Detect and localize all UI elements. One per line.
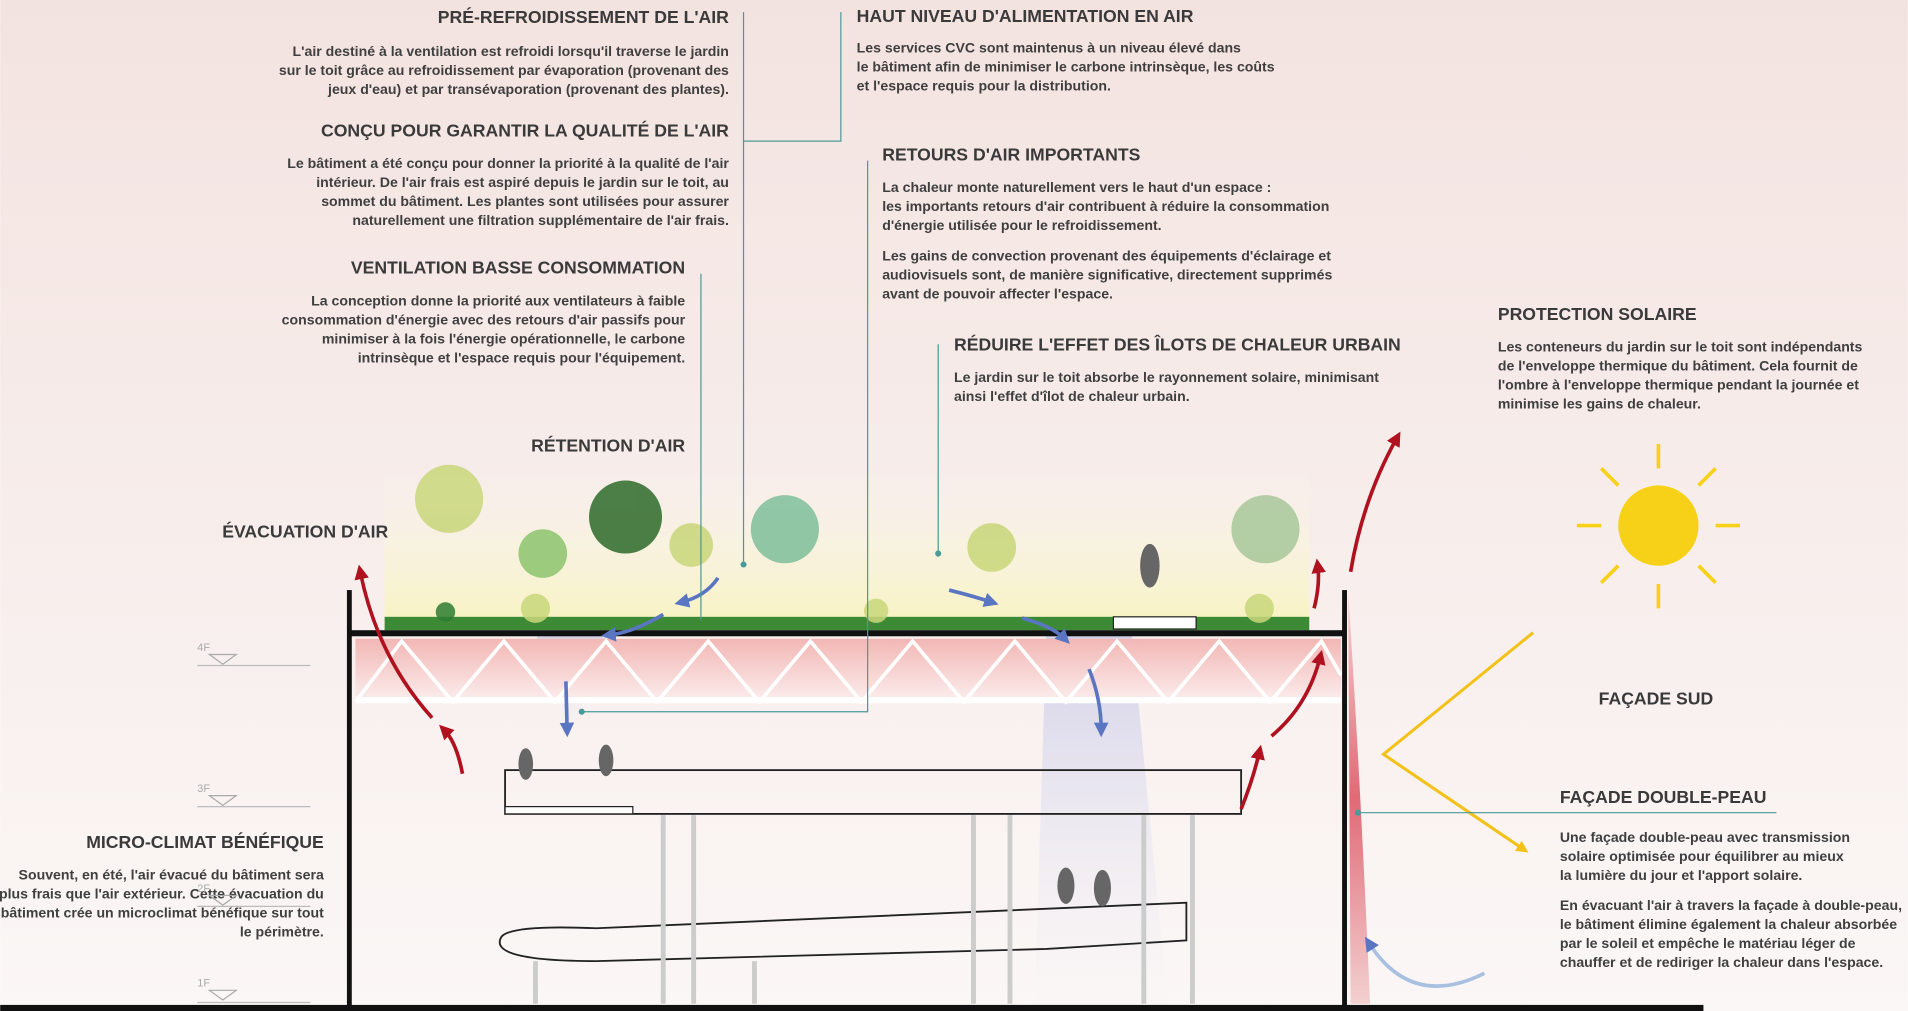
body-text: le bâtiment élimine également la chaleur… bbox=[1560, 916, 1897, 932]
label: RÉTENTION D'AIR bbox=[531, 434, 685, 455]
label: FAÇADE SUD bbox=[1599, 688, 1714, 708]
body-text: minimiser à la fois l'énergie opérationn… bbox=[322, 330, 685, 346]
body-text: avant de pouvoir affecter l'espace. bbox=[882, 285, 1113, 301]
level-label: 4F bbox=[197, 642, 210, 654]
body-text: chauffer et de rediriger la chaleur dans… bbox=[1560, 954, 1883, 970]
body-text: d'énergie utilisée pour le refroidisseme… bbox=[882, 217, 1161, 233]
body-text: les importants retours d'air contribuent… bbox=[882, 198, 1329, 214]
body-text: Le jardin sur le toit absorbe le rayonne… bbox=[954, 369, 1379, 385]
body-text: de l'enveloppe thermique du bâtiment. Ce… bbox=[1498, 358, 1858, 374]
body-text: sur le toit grâce au refroidissement par… bbox=[279, 62, 729, 78]
section-title: HAUT NIVEAU D'ALIMENTATION EN AIR bbox=[857, 6, 1194, 26]
body-text: minimise les gains de chaleur. bbox=[1498, 396, 1701, 412]
body-text: Les conteneurs du jardin sur le toit son… bbox=[1498, 339, 1863, 355]
body-text: Les services CVC sont maintenus à un niv… bbox=[857, 39, 1241, 55]
section-title: PROTECTION SOLAIRE bbox=[1498, 304, 1697, 324]
section-title: RETOURS D'AIR IMPORTANTS bbox=[882, 145, 1140, 165]
body-text: La conception donne la priorité aux vent… bbox=[311, 292, 685, 308]
body-text: En évacuant l'air à travers la façade à … bbox=[1560, 897, 1902, 913]
body-text: audiovisuels sont, de manière significat… bbox=[882, 266, 1332, 282]
level-label: 2F bbox=[197, 883, 210, 895]
body-text: consommation d'énergie avec des retours … bbox=[282, 311, 686, 327]
section-title: RÉDUIRE L'EFFET DES ÎLOTS DE CHALEUR URB… bbox=[954, 333, 1401, 354]
page: RÉTENTION D'AIR ÉVACUATION D'AIR FAÇADE … bbox=[0, 0, 1908, 1011]
body-text: bâtiment crée un microclimat bénéfique s… bbox=[1, 905, 324, 921]
level-label: 3F bbox=[197, 783, 210, 795]
body-text: naturellement une filtration supplémenta… bbox=[352, 212, 729, 228]
section-title: VENTILATION BASSE CONSOMMATION bbox=[351, 258, 685, 278]
body-text: Le bâtiment a été conçu pour donner la p… bbox=[287, 155, 729, 171]
section-title: MICRO-CLIMAT BÉNÉFIQUE bbox=[86, 831, 324, 852]
body-text: Une façade double-peau avec transmission bbox=[1560, 829, 1850, 845]
body-text: l'ombre à l'enveloppe thermique pendant … bbox=[1498, 377, 1859, 393]
diagram: RÉTENTION D'AIR ÉVACUATION D'AIR FAÇADE … bbox=[0, 0, 1908, 1011]
section-title: PRÉ-REFROIDISSEMENT DE L'AIR bbox=[438, 6, 729, 27]
body-text: ainsi l'effet d'îlot de chaleur urbain. bbox=[954, 388, 1190, 404]
label: ÉVACUATION D'AIR bbox=[222, 521, 388, 542]
body-text: L'air destiné à la ventilation est refro… bbox=[293, 43, 729, 59]
body-text: la lumière du jour et l'apport solaire. bbox=[1560, 867, 1803, 883]
body-text: jeux d'eau) et par transévaporation (pro… bbox=[327, 81, 729, 97]
section-title: CONÇU POUR GARANTIR LA QUALITÉ DE L'AIR bbox=[321, 119, 729, 140]
body-text: le périmètre. bbox=[240, 924, 324, 940]
body-text: le bâtiment afin de minimiser le carbone… bbox=[857, 58, 1275, 74]
body-text: et l'espace requis pour la distribution. bbox=[857, 77, 1111, 93]
body-text: intérieur. De l'air frais est aspiré dep… bbox=[316, 174, 729, 190]
level-label: 1F bbox=[197, 978, 210, 990]
body-text: intrinsèque et l'espace requis pour l'éq… bbox=[358, 349, 685, 365]
body-text: sommet du bâtiment. Les plantes sont uti… bbox=[321, 193, 729, 209]
body-text: Souvent, en été, l'air évacué du bâtimen… bbox=[19, 867, 324, 883]
body-text: La chaleur monte naturellement vers le h… bbox=[882, 179, 1271, 195]
body-text: solaire optimisée pour équilibrer au mie… bbox=[1560, 848, 1844, 864]
section-title: FAÇADE DOUBLE-PEAU bbox=[1560, 787, 1767, 807]
body-text: Les gains de convection provenant des éq… bbox=[882, 247, 1331, 263]
body-text: par le soleil et empêche le matériau lég… bbox=[1560, 935, 1856, 951]
body-text: plus frais que l'air extérieur. Cette év… bbox=[0, 886, 324, 902]
